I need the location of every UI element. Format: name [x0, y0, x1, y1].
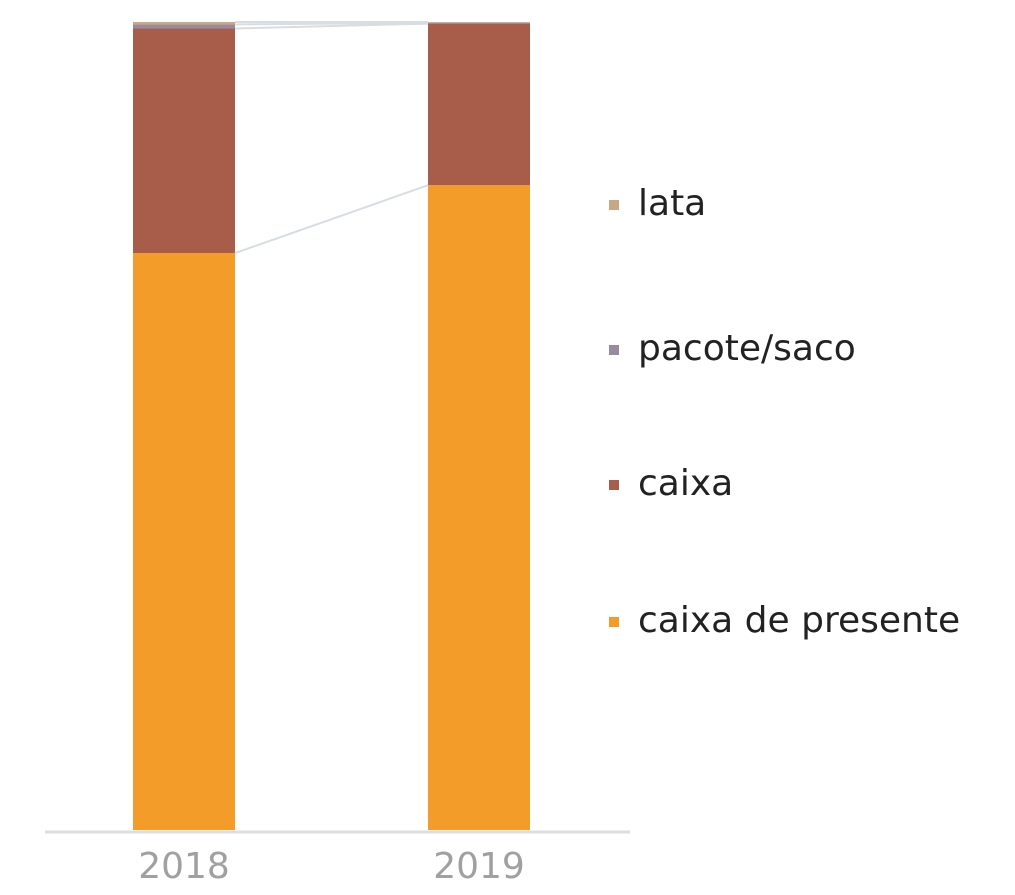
connector [234, 184, 429, 255]
legend-marker [609, 345, 619, 355]
bar-segment [428, 22, 530, 24]
x-tick-label: 2018 [138, 846, 230, 887]
bar-segment [133, 22, 235, 25]
bar-segment [133, 253, 235, 830]
connector [234, 21, 429, 26]
legend-label: lata [638, 183, 706, 224]
bar-segment [428, 185, 530, 830]
legend-label: pacote/saco [638, 328, 856, 369]
bar-segment [133, 28, 235, 254]
bar-segment [428, 23, 530, 186]
legend-marker [609, 617, 619, 627]
legend-label: caixa de presente [638, 600, 960, 641]
legend-marker [609, 480, 619, 490]
bar-segment [133, 24, 235, 29]
bar-segment [428, 22, 530, 23]
connector [234, 22, 429, 30]
legend-label: caixa [638, 463, 733, 504]
legend-marker [609, 200, 619, 210]
x-tick-label: 2019 [433, 846, 525, 887]
